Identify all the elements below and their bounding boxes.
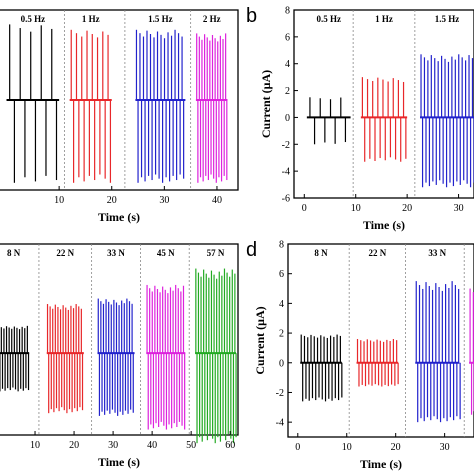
y-axis-title: Current (μA) xyxy=(259,70,273,138)
x-tick-label: 20 xyxy=(402,203,412,214)
series-d-2: 33 N xyxy=(415,248,461,423)
panel-b: b 0.5 Hz 1 Hz 1.5 Hz 0 10 20 30 -6 -4 -2 0 2 4 6 8 Time … xyxy=(246,5,474,232)
x-tick-label: 30 xyxy=(440,442,450,453)
plot-frame xyxy=(0,9,239,191)
segment-label: 1.5 Hz xyxy=(148,14,173,24)
panel-d: d 8 N 22 N 33 N 0 10 20 30 -4 -2 0 2 4 6 8 Time (s) Curr… xyxy=(246,239,474,471)
segment-label: 1 Hz xyxy=(82,14,100,24)
segment-label: 33 N xyxy=(428,248,446,258)
x-axis-title: Time (s) xyxy=(98,210,140,224)
series-a-3: 2 Hz xyxy=(195,14,228,183)
y-tick-label: 6 xyxy=(279,269,284,280)
series-d-0: 8 N xyxy=(300,248,343,402)
panel-a: 0.5 Hz 1 Hz 1.5 Hz 2 Hz 10 20 30 40 Time (s) xyxy=(0,9,239,224)
x-tick-label: 10 xyxy=(30,440,40,451)
series-c-1: 22 N xyxy=(46,248,84,414)
plot-frame xyxy=(293,9,474,199)
segment-label: 1 Hz xyxy=(375,14,393,24)
x-tick-label: 40 xyxy=(147,440,157,451)
plot-frame xyxy=(0,243,239,436)
y-tick-label: -4 xyxy=(276,418,284,429)
x-tick-label: 10 xyxy=(342,442,352,453)
y-tick-label: -6 xyxy=(282,194,290,205)
x-axis-title: Time (s) xyxy=(98,455,140,469)
series-b-2: 1.5 Hz xyxy=(420,14,474,188)
y-tick-label: -2 xyxy=(282,140,290,151)
y-tick-label: 0 xyxy=(279,358,284,369)
segment-label: 0.5 Hz xyxy=(316,14,341,24)
segment-label: 22 N xyxy=(368,248,386,258)
y-tick-label: 8 xyxy=(279,240,284,251)
panel-letter-b: b xyxy=(246,5,257,27)
series-a-1: 1 Hz xyxy=(69,14,112,183)
segment-label: 8 N xyxy=(314,248,328,258)
y-tick-label: -4 xyxy=(282,167,290,178)
y-tick-label: 4 xyxy=(279,299,284,310)
panel-letter-d: d xyxy=(246,239,257,261)
y-tick-label: 0 xyxy=(285,113,290,124)
x-tick-label: 30 xyxy=(108,440,118,451)
x-tick-label: 50 xyxy=(186,440,196,451)
plot-frame xyxy=(287,243,474,438)
x-tick-label: 60 xyxy=(225,440,235,451)
series-d-3 xyxy=(469,288,474,415)
x-axis-title: Time (s) xyxy=(363,218,405,232)
series-c-3: 45 N xyxy=(146,248,186,430)
segment-label: 8 N xyxy=(7,248,21,258)
series-b-1: 1 Hz xyxy=(360,14,408,162)
x-tick-label: 0 xyxy=(295,442,300,453)
y-tick-label: 2 xyxy=(285,86,290,97)
x-tick-label: 20 xyxy=(391,442,401,453)
x-tick-label: 30 xyxy=(454,203,464,214)
series-b-0: 0.5 Hz xyxy=(306,14,351,145)
y-tick-label: 8 xyxy=(285,6,290,17)
x-tick-label: 20 xyxy=(69,440,79,451)
x-tick-label: 40 xyxy=(212,195,222,206)
y-tick-label: 4 xyxy=(285,59,290,70)
segment-label: 22 N xyxy=(56,248,74,258)
series-a-2: 1.5 Hz xyxy=(135,14,186,183)
x-tick-label: 30 xyxy=(159,195,169,206)
y-axis-title: Current (μA) xyxy=(253,306,267,374)
segment-label: 0.5 Hz xyxy=(21,14,46,24)
x-tick-label: 0 xyxy=(302,203,307,214)
series-c-2: 33 N xyxy=(97,248,135,416)
y-tick-label: -2 xyxy=(276,388,284,399)
series-c-4: 57 N xyxy=(195,248,237,444)
x-tick-label: 10 xyxy=(351,203,361,214)
segment-label: 45 N xyxy=(157,248,175,258)
segment-label: 57 N xyxy=(207,248,225,258)
y-tick-label: 6 xyxy=(285,32,290,43)
series-d-1: 22 N xyxy=(356,248,399,387)
x-tick-label: 10 xyxy=(54,195,64,206)
series-a-0: 0.5 Hz xyxy=(6,14,60,183)
x-axis-title: Time (s) xyxy=(360,457,402,471)
segment-label: 1.5 Hz xyxy=(435,14,460,24)
segment-label: 33 N xyxy=(107,248,125,258)
series-c-0: 8 N xyxy=(0,248,30,392)
segment-label: 2 Hz xyxy=(203,14,221,24)
panel-c: 8 N 22 N 33 N 45 N 57 N 10 20 30 40 50 60 Time (s) xyxy=(0,243,239,469)
x-tick-label: 20 xyxy=(107,195,117,206)
y-tick-label: 2 xyxy=(279,329,284,340)
